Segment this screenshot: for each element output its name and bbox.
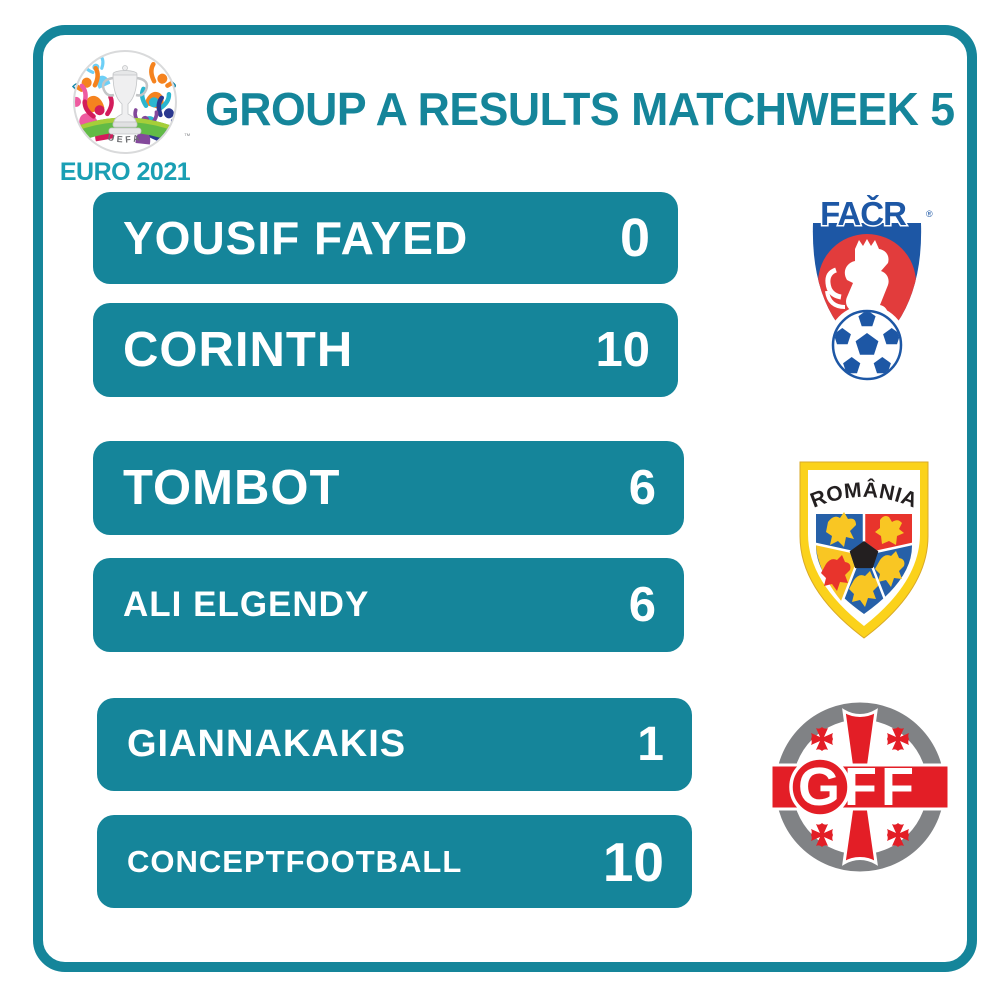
team-score: 10	[602, 830, 664, 893]
romania-pentagon	[849, 541, 879, 569]
team-score: 10	[595, 323, 650, 377]
uefa-arc-text: UEFA	[107, 132, 143, 145]
team-score: 6	[628, 578, 656, 632]
gff-cross-bottom-arm	[842, 805, 878, 866]
trophy-icon	[101, 65, 149, 135]
romania-crest	[814, 512, 914, 614]
team-name: CONCEPTFOOTBALL	[127, 843, 463, 879]
team-name: TOMBOT	[123, 461, 341, 515]
team-name: GIANNAKAKIS	[127, 723, 407, 765]
facr-wordmark: FAČR	[820, 194, 907, 232]
team-name: ALI ELGENDY	[123, 585, 370, 624]
gff-badge: GFF	[770, 702, 950, 872]
team-row: TOMBOT 6	[93, 441, 684, 535]
romania-badge: ROMÂNIA	[799, 461, 929, 639]
team-score: 6	[628, 461, 656, 515]
euro-2021-wordmark: EURO 2021	[60, 158, 191, 186]
czech-lion-icon	[844, 239, 889, 324]
euro-2021-logo: DESIGNING FOR UEFA ™ EURO 2021	[60, 50, 191, 186]
poster-frame	[33, 25, 977, 972]
gff-wordmark: GFF	[798, 757, 918, 817]
team-row: CORINTH 10	[93, 303, 678, 397]
team-name: CORINTH	[123, 323, 354, 377]
team-name: YOUSIF FAYED	[123, 212, 469, 264]
team-score: 0	[619, 208, 650, 268]
team-row: CONCEPTFOOTBALL 10	[97, 815, 692, 908]
gff-cross-top-arm	[842, 708, 878, 771]
trademark-symbol: ™	[184, 133, 191, 140]
team-score: 1	[637, 718, 664, 771]
facr-badge: FAČR ®	[812, 193, 933, 385]
registered-symbol: ®	[926, 209, 933, 219]
team-row: YOUSIF FAYED 0	[93, 192, 678, 284]
team-row: ALI ELGENDY 6	[93, 558, 684, 652]
team-row: GIANNAKAKIS 1	[97, 698, 692, 791]
gff-g-circle	[789, 756, 851, 818]
soccer-ball-icon	[827, 305, 907, 385]
page-title: GROUP A RESULTS MATCHWEEK 5	[205, 83, 955, 135]
